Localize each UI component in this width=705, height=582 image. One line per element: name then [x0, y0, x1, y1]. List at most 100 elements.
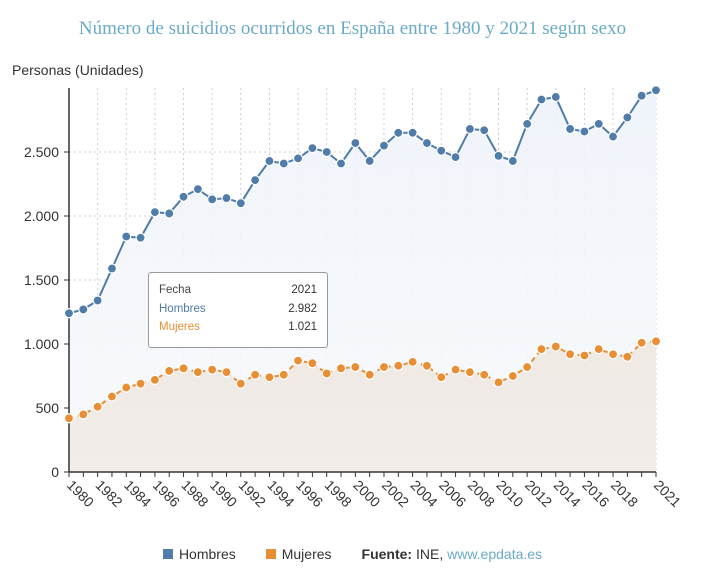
- point-hombres[interactable]: [63, 308, 75, 319]
- point-hombres[interactable]: [622, 112, 633, 123]
- point-mujeres[interactable]: [536, 344, 547, 355]
- point-hombres[interactable]: [92, 295, 103, 306]
- point-mujeres[interactable]: [250, 369, 261, 380]
- point-mujeres[interactable]: [650, 336, 662, 347]
- point-hombres[interactable]: [278, 158, 289, 169]
- point-mujeres[interactable]: [264, 372, 275, 383]
- point-hombres[interactable]: [607, 131, 619, 142]
- point-mujeres[interactable]: [221, 367, 232, 378]
- point-hombres[interactable]: [235, 198, 246, 209]
- point-hombres[interactable]: [378, 140, 390, 151]
- x-tick-label: 1996: [293, 477, 326, 510]
- source-link[interactable]: www.epdata.es: [447, 546, 543, 562]
- point-mujeres[interactable]: [192, 367, 203, 378]
- source-note: Fuente: INE, www.epdata.es: [362, 546, 543, 562]
- point-mujeres[interactable]: [307, 358, 318, 369]
- point-hombres[interactable]: [192, 184, 203, 195]
- point-hombres[interactable]: [350, 137, 361, 149]
- point-hombres[interactable]: [164, 208, 175, 219]
- legend-item-mujeres[interactable]: Mujeres: [265, 546, 332, 562]
- point-mujeres[interactable]: [78, 409, 89, 420]
- point-mujeres[interactable]: [149, 374, 161, 385]
- point-mujeres[interactable]: [464, 367, 475, 378]
- point-hombres[interactable]: [507, 155, 518, 167]
- point-hombres[interactable]: [335, 158, 347, 169]
- point-hombres[interactable]: [536, 94, 547, 105]
- point-hombres[interactable]: [307, 143, 318, 154]
- point-hombres[interactable]: [593, 118, 604, 129]
- point-mujeres[interactable]: [378, 361, 390, 373]
- y-tick-label: 2.000: [24, 208, 59, 224]
- point-mujeres[interactable]: [436, 372, 447, 383]
- point-mujeres[interactable]: [135, 378, 146, 389]
- series-points[interactable]: [63, 85, 662, 424]
- point-hombres[interactable]: [407, 127, 418, 138]
- point-hombres[interactable]: [149, 207, 161, 218]
- point-hombres[interactable]: [393, 127, 404, 138]
- point-mujeres[interactable]: [636, 337, 647, 348]
- point-hombres[interactable]: [221, 192, 232, 204]
- point-hombres[interactable]: [479, 125, 490, 136]
- point-hombres[interactable]: [207, 194, 218, 205]
- point-mujeres[interactable]: [164, 365, 175, 376]
- point-hombres[interactable]: [250, 175, 261, 186]
- point-hombres[interactable]: [106, 263, 118, 274]
- point-mujeres[interactable]: [607, 349, 619, 360]
- legend-swatch-hombres: [162, 549, 173, 559]
- point-mujeres[interactable]: [335, 363, 347, 374]
- point-hombres[interactable]: [436, 145, 447, 156]
- point-hombres[interactable]: [421, 137, 433, 149]
- point-mujeres[interactable]: [550, 341, 561, 352]
- source-text: INE,: [415, 546, 444, 562]
- y-tick-label: 2.500: [24, 144, 59, 160]
- point-hombres[interactable]: [550, 91, 561, 103]
- legend-item-hombres[interactable]: Hombres: [162, 546, 236, 562]
- point-hombres[interactable]: [650, 85, 662, 96]
- point-hombres[interactable]: [450, 152, 461, 163]
- point-mujeres[interactable]: [421, 360, 433, 371]
- point-hombres[interactable]: [564, 123, 576, 135]
- point-mujeres[interactable]: [593, 344, 604, 355]
- point-hombres[interactable]: [178, 191, 189, 202]
- point-hombres[interactable]: [522, 118, 533, 129]
- point-mujeres[interactable]: [407, 356, 418, 368]
- tooltip-hombres-value: 2.982: [288, 302, 317, 315]
- point-mujeres[interactable]: [121, 382, 132, 393]
- x-tick-label: 1988: [178, 477, 211, 510]
- point-mujeres[interactable]: [493, 377, 504, 388]
- point-mujeres[interactable]: [292, 355, 304, 366]
- point-mujeres[interactable]: [178, 363, 189, 374]
- point-mujeres[interactable]: [63, 413, 75, 424]
- point-hombres[interactable]: [292, 153, 304, 164]
- point-hombres[interactable]: [264, 155, 275, 167]
- point-hombres[interactable]: [78, 304, 89, 315]
- point-mujeres[interactable]: [350, 361, 361, 373]
- point-mujeres[interactable]: [579, 350, 590, 361]
- point-mujeres[interactable]: [235, 378, 246, 389]
- point-hombres[interactable]: [121, 231, 132, 242]
- axes: [64, 88, 657, 477]
- point-hombres[interactable]: [321, 146, 332, 158]
- point-hombres[interactable]: [364, 155, 375, 167]
- y-tick-label: 0: [51, 464, 59, 480]
- point-hombres[interactable]: [464, 123, 475, 135]
- point-hombres[interactable]: [636, 90, 647, 101]
- tooltip-header-value: 2021: [291, 284, 317, 296]
- point-mujeres[interactable]: [479, 369, 490, 380]
- point-mujeres[interactable]: [564, 349, 576, 360]
- point-mujeres[interactable]: [364, 369, 375, 380]
- point-mujeres[interactable]: [92, 401, 103, 412]
- point-hombres[interactable]: [493, 150, 504, 161]
- point-mujeres[interactable]: [321, 368, 332, 379]
- point-mujeres[interactable]: [522, 361, 533, 373]
- point-hombres[interactable]: [135, 232, 146, 243]
- point-mujeres[interactable]: [207, 364, 218, 375]
- tooltip-hombres-label: Hombres: [159, 302, 206, 315]
- point-mujeres[interactable]: [278, 369, 289, 380]
- point-mujeres[interactable]: [450, 364, 461, 375]
- point-hombres[interactable]: [579, 126, 590, 137]
- point-mujeres[interactable]: [106, 391, 118, 402]
- point-mujeres[interactable]: [622, 351, 633, 362]
- point-mujeres[interactable]: [507, 370, 518, 382]
- point-mujeres[interactable]: [393, 360, 404, 371]
